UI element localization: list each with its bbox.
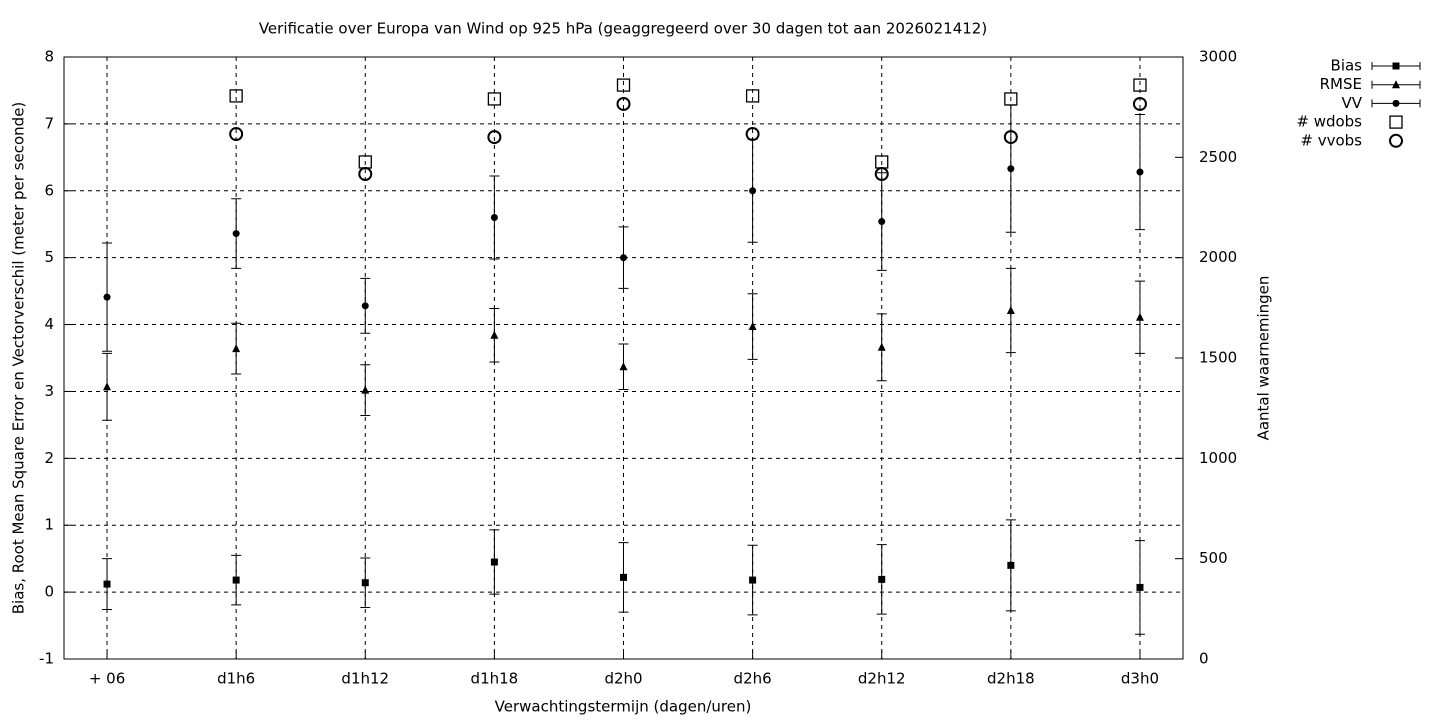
data-point (1135, 312, 1144, 321)
x-tick-label: d1h12 (341, 670, 389, 688)
data-point (877, 342, 886, 351)
data-point (745, 89, 760, 103)
data-point (749, 576, 757, 584)
data-point (619, 362, 628, 371)
legend-label: # vvobs (1300, 131, 1362, 149)
x-tick-label: d2h6 (734, 670, 772, 688)
data-point (1133, 78, 1147, 92)
data-point (1136, 583, 1144, 591)
y-axis-label: Bias, Root Mean Square Error en Vectorve… (10, 102, 28, 615)
data-point (487, 92, 502, 106)
data-point (1007, 561, 1015, 569)
data-point (103, 382, 112, 391)
plot-frame (63, 56, 1184, 660)
data-point (878, 218, 886, 226)
data-point (748, 322, 757, 331)
legend-marker (1389, 133, 1403, 148)
data-point (616, 78, 631, 92)
data-point (1007, 165, 1015, 173)
y2-tick-label: 2000 (1199, 248, 1237, 266)
y2-tick-label: 2500 (1199, 148, 1237, 166)
y-tick-label: 7 (44, 114, 54, 132)
data-point (229, 89, 243, 103)
legend-label: # wdobs (1296, 113, 1362, 131)
x-axis-label: Verwachtingstermijn (dagen/uren) (495, 698, 752, 716)
y2-tick-label: 0 (1199, 650, 1209, 668)
data-point (103, 293, 111, 301)
y-tick-label: -1 (39, 650, 54, 668)
data-point (1004, 92, 1018, 106)
data-point (361, 579, 369, 587)
data-point (232, 230, 240, 238)
x-tick-label: d1h18 (471, 670, 519, 688)
x-tick-label: d2h0 (604, 670, 642, 688)
x-tick-label: d2h18 (987, 670, 1035, 688)
data-point (490, 558, 498, 566)
data-point (1136, 168, 1144, 176)
x-tick-label: + 06 (89, 670, 125, 688)
data-point (490, 214, 498, 222)
legend-marker (1389, 115, 1403, 129)
legend-label: Bias (1331, 57, 1363, 75)
legend-label: VV (1341, 94, 1362, 112)
data-point (620, 254, 627, 262)
data-point (358, 166, 373, 181)
data-point (620, 573, 627, 581)
data-point (229, 127, 244, 142)
y2-tick-label: 500 (1199, 549, 1228, 567)
y2-tick-label: 3000 (1199, 48, 1237, 66)
data-point (487, 130, 502, 145)
y-tick-label: 0 (44, 583, 54, 601)
y-tick-label: 4 (44, 315, 54, 333)
y-tick-label: 5 (44, 248, 54, 266)
y-tick-label: 2 (44, 449, 54, 467)
x-tick-label: d3h0 (1121, 670, 1159, 688)
legend-marker (1392, 99, 1400, 107)
data-point (232, 344, 241, 353)
data-point (874, 166, 889, 181)
y-tick-label: 6 (44, 181, 54, 199)
data-point (745, 127, 760, 142)
data-point (1132, 96, 1147, 111)
legend-label: RMSE (1320, 75, 1362, 93)
x-tick-label: d2h12 (858, 670, 906, 688)
y-tick-label: 8 (44, 48, 54, 66)
y-tick-label: 3 (44, 382, 54, 400)
y-tick-label: 1 (44, 516, 54, 534)
chart-title: Verificatie over Europa van Wind op 925 … (259, 20, 987, 38)
data-point (878, 575, 886, 583)
data-point (103, 580, 111, 588)
data-point (232, 576, 240, 584)
y2-axis-label: Aantal waarnemingen (1255, 276, 1273, 441)
x-tick-label: d1h6 (217, 670, 255, 688)
data-point (361, 302, 369, 310)
data-point (361, 385, 370, 394)
data-point (1006, 306, 1015, 315)
data-point (490, 330, 499, 339)
data-point (616, 96, 631, 111)
legend-marker (1392, 62, 1400, 70)
data-point (1003, 130, 1018, 145)
y2-tick-label: 1500 (1199, 349, 1237, 367)
data-point (749, 187, 757, 195)
legend-marker (1392, 80, 1400, 89)
y2-tick-label: 1000 (1199, 449, 1237, 467)
